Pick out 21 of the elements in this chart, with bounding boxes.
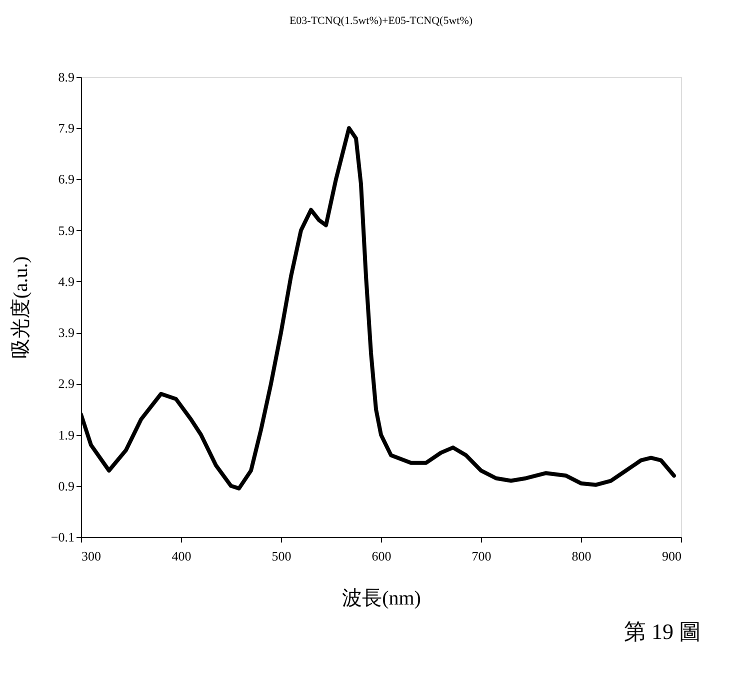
y-axis-title: 吸光度(a.u.)	[10, 256, 32, 359]
x-tick-label: 700	[472, 548, 492, 564]
x-tick-label: 300	[82, 548, 101, 564]
y-tick-label: 3.9	[58, 325, 74, 340]
x-tick-label: 800	[572, 548, 592, 564]
x-tick-label: 400	[172, 548, 192, 564]
x-tick-label: 600	[372, 548, 392, 564]
x-tick-label: 900	[662, 548, 682, 564]
y-tick-label: 1.9	[58, 427, 74, 442]
y-tick-label: 8.9	[58, 70, 74, 84]
y-tick-label: 0.9	[58, 478, 74, 494]
y-tick-label: 4.9	[58, 274, 74, 289]
chart-title: E03-TCNQ(1.5wt%)+E05-TCNQ(5wt%)	[289, 15, 473, 27]
y-tick-label: 5.9	[58, 222, 74, 238]
y-tick-label: −0.1	[50, 530, 74, 544]
y-tick-label: 7.9	[58, 120, 74, 136]
x-axis-title: 波長(nm)	[342, 588, 421, 610]
y-tick-label: 6.9	[58, 172, 74, 187]
y-tick-label: 2.9	[58, 376, 74, 392]
text: 第 19 圖	[624, 619, 701, 644]
x-tick-label: 500	[272, 548, 292, 564]
